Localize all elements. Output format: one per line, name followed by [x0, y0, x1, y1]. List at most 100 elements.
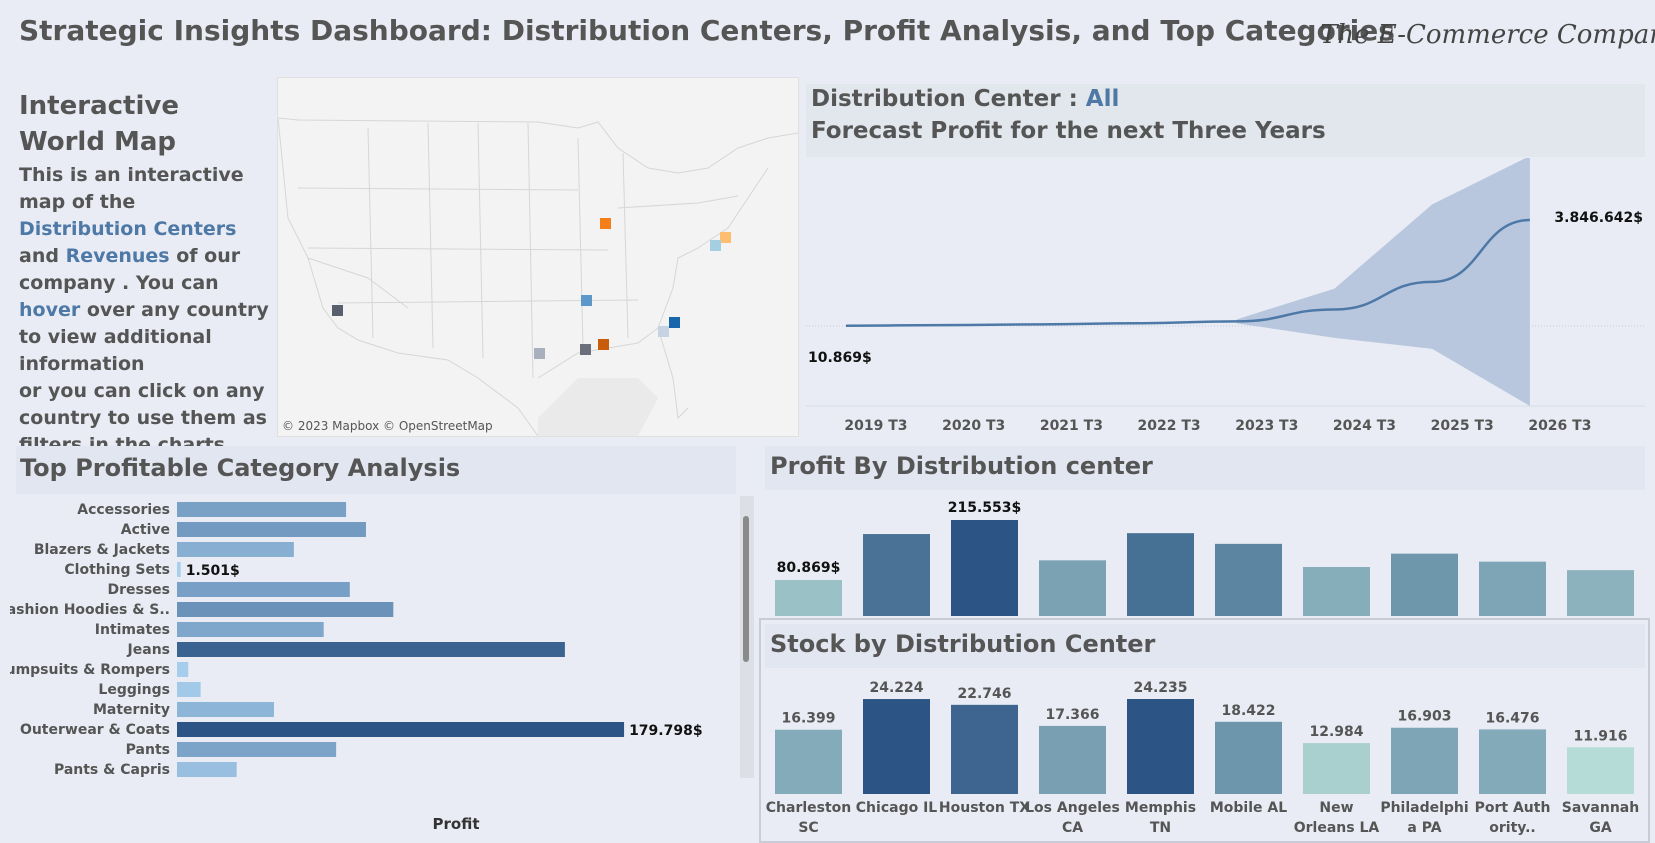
category-bar[interactable] [177, 762, 237, 777]
stock-category-label: Mobile AL [1210, 800, 1287, 816]
profit-data-label: 215.553$ [948, 500, 1022, 516]
profit-bar[interactable] [863, 534, 930, 616]
category-data-label: 1.501$ [186, 563, 240, 579]
stock-value-label: 11.916 [1573, 728, 1627, 744]
forecast-header: Distribution Center : All Forecast Profi… [806, 84, 1645, 157]
scrollbar-thumb[interactable] [743, 516, 749, 662]
forecast-x-tick: 2019 T3 [844, 418, 907, 434]
map-pin-los-angeles[interactable] [332, 305, 343, 316]
map-pin-port-authority[interactable] [720, 232, 731, 243]
stock-bar[interactable] [1303, 743, 1370, 794]
category-label: Jeans [127, 642, 170, 658]
intro-text-1: This is an interactive map of the [19, 164, 244, 213]
category-scrollbar[interactable] [740, 496, 754, 778]
category-label: Active [121, 522, 170, 538]
stock-category-label: ority.. [1489, 820, 1536, 836]
category-bar[interactable] [177, 742, 337, 757]
map-pin-memphis[interactable] [581, 295, 592, 306]
profit-data-label: 80.869$ [777, 560, 841, 576]
forecast-series-line [845, 218, 1530, 327]
forecast-x-tick: 2020 T3 [942, 418, 1005, 434]
stock-category-label: a PA [1407, 820, 1441, 836]
profit-chart[interactable]: 80.869$ 215.553$ [765, 492, 1645, 618]
dashboard-title: Strategic Insights Dashboard: Distributi… [19, 14, 1395, 47]
stock-value-label: 16.476 [1485, 710, 1539, 726]
profit-bar[interactable] [775, 579, 842, 616]
stock-bar[interactable] [1567, 747, 1634, 794]
category-bar[interactable] [177, 622, 324, 637]
category-bar[interactable] [177, 602, 394, 617]
profit-bar[interactable] [1127, 533, 1194, 616]
intro-link-distribution-centers: Distribution Centers [19, 218, 237, 240]
category-label: Dresses [107, 582, 170, 598]
profit-bar[interactable] [1479, 561, 1546, 616]
map-pin-chicago[interactable] [600, 218, 611, 229]
map-pin-mobile[interactable] [598, 339, 609, 350]
category-bar[interactable] [177, 522, 366, 537]
intro-link-revenues: Revenues [65, 245, 170, 267]
category-bar[interactable] [177, 542, 294, 557]
category-bar[interactable] [177, 582, 350, 597]
forecast-x-tick: 2026 T3 [1528, 418, 1591, 434]
forecast-end-label: 3.846.642$ [1554, 210, 1643, 226]
stock-bar[interactable] [1215, 721, 1282, 794]
category-bar[interactable] [177, 662, 189, 677]
category-label: Maternity [93, 702, 170, 718]
category-label: Outerwear & Coats [20, 722, 170, 738]
map-basemap [278, 117, 798, 436]
category-label: Accessories [77, 502, 170, 518]
profit-bar[interactable] [1303, 567, 1370, 616]
forecast-chart[interactable]: 10.869$ 3.846.642$ 2019 T3 2020 T3 2021 T3 20… [806, 158, 1645, 438]
category-bar[interactable] [177, 722, 625, 737]
stock-bar[interactable] [775, 729, 842, 794]
map-pin-charleston[interactable] [669, 317, 680, 328]
stock-bar[interactable] [863, 699, 930, 794]
stock-category-label: Charleston [766, 800, 852, 816]
category-x-axis-title: Profit [433, 815, 480, 833]
forecast-subtitle: Forecast Profit for the next Three Years [811, 118, 1326, 144]
stock-panel-header: Stock by Distribution Center [765, 624, 1645, 668]
profit-panel-title: Profit By Distribution center [770, 452, 1153, 480]
forecast-x-tick: 2024 T3 [1333, 418, 1396, 434]
stock-category-label: Orleans LA [1294, 820, 1380, 836]
stock-bar[interactable] [1039, 725, 1106, 794]
stock-value-label: 16.903 [1397, 709, 1451, 725]
stock-category-label: Port Auth [1475, 800, 1551, 816]
category-bar[interactable] [177, 682, 201, 697]
stock-value-label: 18.422 [1221, 703, 1275, 719]
stock-chart[interactable]: 16.399 Charleston SC 24.224 Chicago IL 22.746… [765, 668, 1645, 843]
forecast-x-tick: 2021 T3 [1040, 418, 1103, 434]
profit-bar[interactable] [951, 520, 1018, 616]
forecast-x-tick: 2023 T3 [1235, 418, 1298, 434]
profit-bar[interactable] [1215, 543, 1282, 616]
category-bar[interactable] [177, 642, 565, 657]
category-label: Jumpsuits & Rompers [10, 662, 170, 678]
profit-bar[interactable] [1391, 553, 1458, 616]
forecast-filter-value[interactable]: All [1085, 86, 1120, 112]
profit-bar[interactable] [1567, 570, 1634, 616]
category-bar[interactable] [177, 562, 181, 577]
stock-bar[interactable] [1127, 699, 1194, 794]
stock-bar[interactable] [951, 704, 1018, 794]
intro-text-3: of our company . You can [19, 245, 241, 294]
stock-category-label: Savannah [1562, 800, 1639, 816]
map-pin-new-orleans[interactable] [580, 344, 591, 355]
distribution-map[interactable]: © 2023 Mapbox © OpenStreetMap [277, 77, 799, 437]
map-pin-philadelphia[interactable] [710, 240, 721, 251]
stock-bar[interactable] [1391, 727, 1458, 794]
stock-bar[interactable] [1479, 729, 1546, 794]
intro-heading: Interactive World Map [19, 91, 179, 157]
profit-bar[interactable] [1039, 560, 1106, 616]
map-pin-savannah[interactable] [658, 326, 669, 337]
stock-category-label: GA [1589, 820, 1611, 836]
category-label: Pants [126, 742, 170, 758]
category-bar[interactable] [177, 502, 347, 517]
category-label: Leggings [98, 682, 170, 698]
stock-category-label: Houston TX [939, 800, 1030, 816]
category-chart[interactable]: Accessories Active Blazers & Jackets Clothi… [10, 496, 740, 836]
category-bar[interactable] [177, 702, 274, 717]
forecast-x-tick: 2025 T3 [1431, 418, 1494, 434]
map-pin-houston[interactable] [534, 348, 545, 359]
stock-category-label: Chicago IL [856, 800, 938, 816]
stock-panel-title: Stock by Distribution Center [770, 630, 1156, 658]
